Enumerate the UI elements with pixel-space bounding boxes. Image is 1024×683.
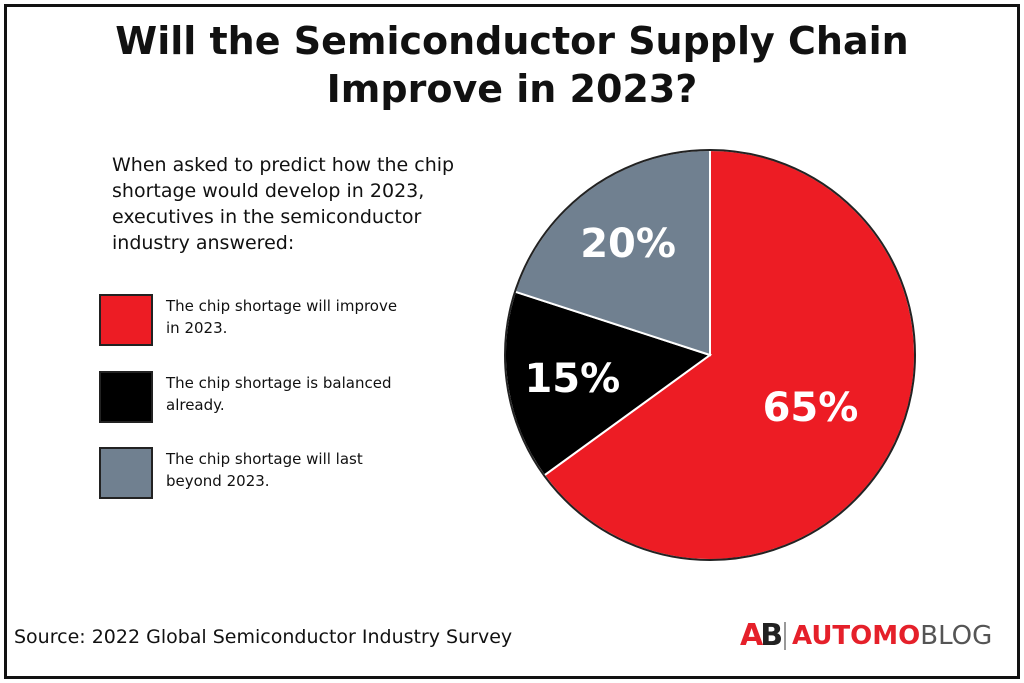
intro-line-4: industry answered:: [112, 232, 295, 254]
source-note: Source: 2022 Global Semiconductor Indust…: [14, 626, 513, 648]
legend-label-balanced: The chip shortage is balanced already.: [166, 372, 466, 416]
legend-beyond-line-2: beyond 2023.: [166, 472, 270, 490]
intro-line-2: shortage would develop in 2023,: [112, 180, 425, 202]
legend-label-improve: The chip shortage will improve in 2023.: [166, 295, 466, 339]
logo-divider: [784, 622, 786, 650]
intro-line-1: When asked to predict how the chip: [112, 154, 455, 176]
legend-improve-line-1: The chip shortage will improve: [166, 297, 398, 315]
legend-balanced-line-1: The chip shortage is balanced: [166, 374, 392, 392]
legend-improve-line-2: in 2023.: [166, 319, 228, 337]
intro-text: When asked to predict how the chip short…: [112, 152, 482, 256]
logo-mark-a: A: [740, 618, 763, 653]
logo-mark-b: B: [760, 618, 783, 653]
title-line-1: Will the Semiconductor Supply Chain: [115, 19, 909, 63]
logo-text-blog: BLOG: [920, 621, 993, 651]
chart-title: Will the Semiconductor Supply Chain Impr…: [7, 17, 1017, 113]
pie-label-improve: 65%: [763, 385, 859, 431]
intro-line-3: executives in the semiconductor: [112, 206, 422, 228]
legend-beyond-line-1: The chip shortage will last: [166, 450, 363, 468]
chart-frame: Will the Semiconductor Supply Chain Impr…: [4, 4, 1020, 679]
legend-label-beyond: The chip shortage will last beyond 2023.: [166, 448, 466, 492]
title-line-2: Improve in 2023?: [326, 67, 698, 111]
legend-swatch-balanced: [99, 371, 153, 423]
legend-balanced-line-2: already.: [166, 396, 225, 414]
logo-wordmark: AUTOMOBLOG: [792, 618, 992, 654]
pie-label-beyond: 20%: [580, 221, 676, 267]
legend-swatch-beyond: [99, 447, 153, 499]
legend-swatch-improve: [99, 294, 153, 346]
logo-text-automo: AUTOMO: [792, 621, 921, 651]
pie-label-balanced: 15%: [524, 356, 620, 402]
pie-outline: [504, 149, 916, 561]
logo-mark: AB: [740, 618, 783, 654]
